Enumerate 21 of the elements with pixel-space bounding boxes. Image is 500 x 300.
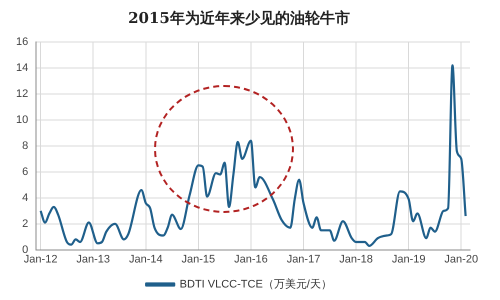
y-tick-label: 8 — [22, 140, 28, 152]
x-tick-label: Jan-16 — [234, 253, 268, 266]
y-tick-label: 10 — [16, 114, 28, 126]
y-tick-label: 14 — [16, 62, 28, 74]
legend-label: BDTI VLCC-TCE（万美元/天） — [180, 278, 332, 291]
y-tick-label: 2 — [22, 218, 28, 230]
y-tick-label: 4 — [22, 192, 28, 204]
x-tick-label: Jan-18 — [339, 253, 373, 266]
x-tick-label: Jan-12 — [24, 253, 58, 266]
x-tick-label: Jan-15 — [182, 253, 216, 266]
x-tick-label: Jan-14 — [128, 253, 163, 266]
y-tick-label: 16 — [16, 36, 28, 48]
y-tick-label: 0 — [22, 244, 28, 256]
x-tick-label: Jan-17 — [286, 253, 320, 266]
x-tick-label: Jan-20 — [444, 253, 478, 266]
chart-title: 2015年为近年来少见的油轮牛市 — [128, 8, 350, 27]
y-tick-label: 12 — [16, 88, 28, 100]
y-tick-label: 6 — [22, 166, 28, 178]
x-tick-label: Jan-19 — [392, 253, 426, 266]
x-tick-label: Jan-13 — [76, 253, 110, 266]
line-series — [40, 64, 467, 248]
